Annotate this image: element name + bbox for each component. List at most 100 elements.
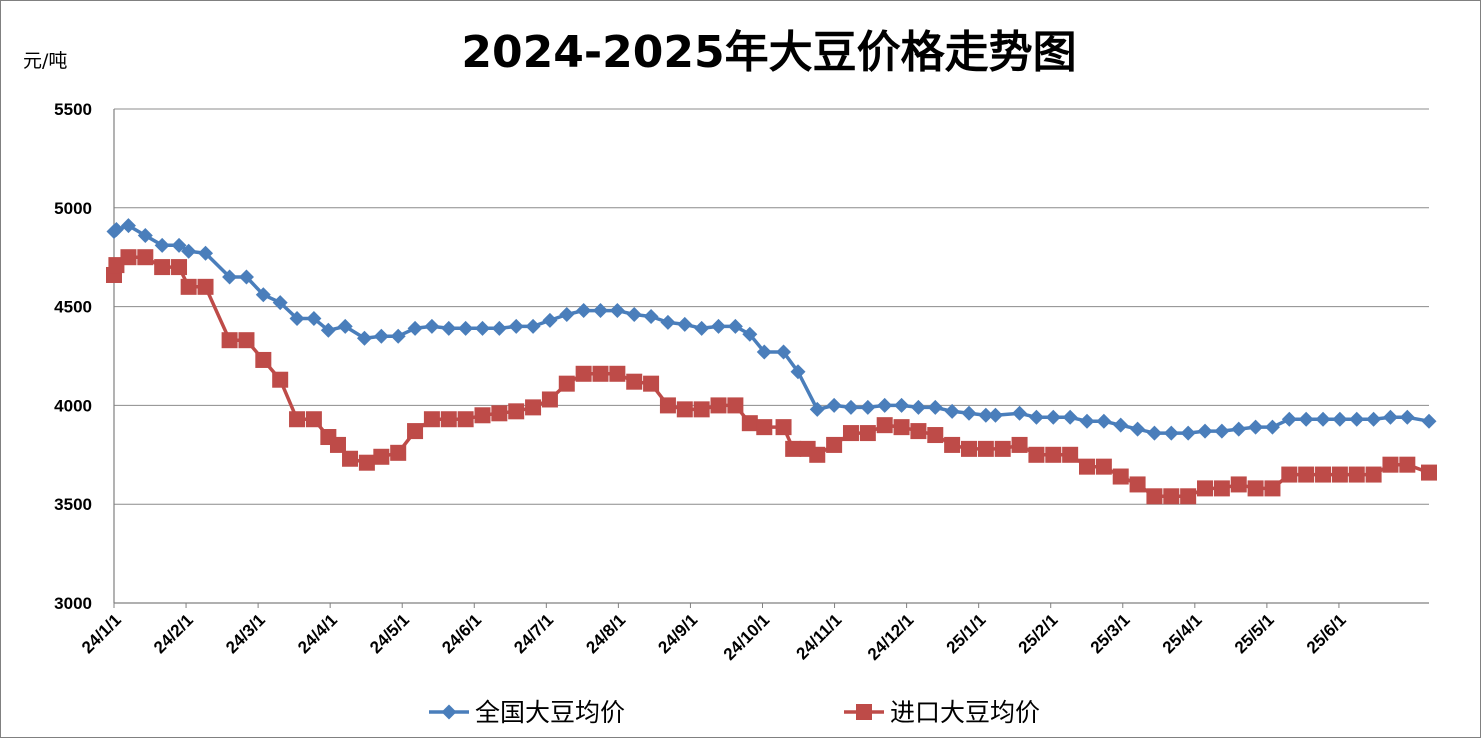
series-line-2 (112, 255, 1430, 499)
data-point-marker (1180, 425, 1196, 441)
data-point-marker (440, 411, 457, 428)
data-point-marker (1214, 423, 1230, 439)
series-lines (106, 218, 1437, 505)
series-line-1 (112, 223, 1430, 435)
data-point-marker (1112, 468, 1129, 485)
data-point-marker (457, 411, 474, 428)
y-tick-labels: 3000 3500 4000 4500 5000 5500 (54, 100, 92, 613)
data-point-marker (860, 399, 876, 415)
data-point-marker (593, 303, 609, 319)
data-point-marker (756, 344, 772, 360)
data-point-marker (525, 399, 542, 416)
data-point-marker (289, 411, 306, 428)
legend-label: 进口大豆均价 (890, 698, 1040, 727)
data-point-marker (1163, 425, 1179, 441)
data-point-marker (407, 320, 423, 336)
data-point-marker (1180, 488, 1197, 505)
data-point-marker (978, 407, 994, 423)
data-point-marker (1028, 446, 1045, 463)
data-point-marker (108, 257, 125, 274)
y-tick-label: 4500 (54, 298, 92, 317)
data-point-marker (1130, 421, 1146, 437)
data-point-marker (1331, 466, 1348, 483)
data-point-marker (272, 295, 288, 311)
data-point-marker (222, 269, 238, 285)
data-point-marker (944, 403, 960, 419)
data-point-marker (1298, 466, 1315, 483)
data-point-marker (1349, 411, 1365, 427)
data-point-marker (626, 373, 643, 390)
data-point-marker (255, 287, 271, 303)
data-point-marker (756, 419, 773, 436)
x-tick-label: 24/8/1 (582, 610, 629, 657)
data-point-marker (306, 310, 322, 326)
data-point-marker (424, 318, 440, 334)
legend: 全国大豆均价 进口大豆均价 (429, 698, 1040, 727)
data-point-marker (660, 314, 676, 330)
y-tick-label: 5000 (54, 199, 92, 218)
data-point-marker (508, 318, 524, 334)
data-point-marker (1213, 480, 1230, 497)
data-point-marker (1281, 411, 1297, 427)
data-point-marker (1197, 423, 1213, 439)
axes (113, 109, 1429, 608)
y-tick-label: 3500 (54, 495, 92, 514)
data-point-marker (221, 332, 238, 349)
data-point-marker (1095, 458, 1112, 475)
data-point-marker (356, 330, 372, 346)
data-point-marker (542, 312, 558, 328)
x-tick-label: 25/5/1 (1231, 610, 1278, 657)
legend-diamond-icon (441, 704, 457, 720)
data-point-marker (960, 440, 977, 457)
x-tick-label: 25/3/1 (1087, 610, 1134, 657)
data-point-marker (643, 375, 660, 392)
data-point-marker (491, 320, 507, 336)
data-point-marker (1062, 446, 1079, 463)
data-point-marker (775, 419, 792, 436)
data-point-marker (337, 318, 353, 334)
data-point-marker (181, 243, 197, 259)
data-point-marker (137, 249, 154, 266)
data-point-marker (1163, 488, 1180, 505)
data-point-marker (329, 436, 346, 453)
data-point-marker (154, 259, 171, 276)
data-point-marker (1230, 476, 1247, 493)
x-tick-label: 24/12/1 (864, 610, 918, 664)
data-point-marker (826, 436, 843, 453)
y-axis-unit-label: 元/吨 (23, 50, 67, 72)
data-point-marker (108, 222, 124, 238)
y-tick-label: 4000 (54, 396, 92, 415)
x-tick-label: 25/1/1 (943, 610, 990, 657)
data-point-marker (710, 397, 727, 414)
data-point-marker (342, 450, 359, 467)
data-point-marker (1399, 456, 1416, 473)
x-tick-label: 25/4/1 (1159, 610, 1206, 657)
data-point-marker (877, 397, 893, 413)
data-point-marker (137, 227, 153, 243)
chart-title: 2024-2025年大豆价格走势图 (461, 27, 1076, 78)
data-point-marker (927, 427, 944, 444)
data-point-marker (423, 411, 440, 428)
data-point-marker (609, 303, 625, 319)
data-point-marker (1248, 419, 1264, 435)
data-point-marker (390, 444, 407, 461)
data-point-marker (1315, 466, 1332, 483)
data-point-marker (171, 259, 188, 276)
data-point-marker (576, 303, 592, 319)
data-point-marker (1298, 411, 1314, 427)
data-point-marker (1264, 480, 1281, 497)
data-point-marker (1011, 436, 1028, 453)
data-point-marker (785, 440, 802, 457)
data-point-marker (727, 397, 744, 414)
data-point-marker (1281, 466, 1298, 483)
x-tick-label: 24/11/1 (792, 610, 845, 663)
legend-label: 全国大豆均价 (475, 698, 625, 727)
x-tick-label: 24/1/1 (78, 610, 125, 657)
x-tick-label: 24/9/1 (654, 610, 701, 657)
data-point-marker (255, 351, 272, 368)
x-tick-labels: 24/1/1 24/2/1 24/3/1 24/4/1 24/5/1 24/6/1 24/7… (78, 610, 1350, 664)
data-point-marker (1028, 409, 1044, 425)
y-tick-label: 5500 (54, 100, 92, 119)
data-point-marker (790, 364, 806, 380)
x-tick-label: 24/2/1 (150, 610, 197, 657)
